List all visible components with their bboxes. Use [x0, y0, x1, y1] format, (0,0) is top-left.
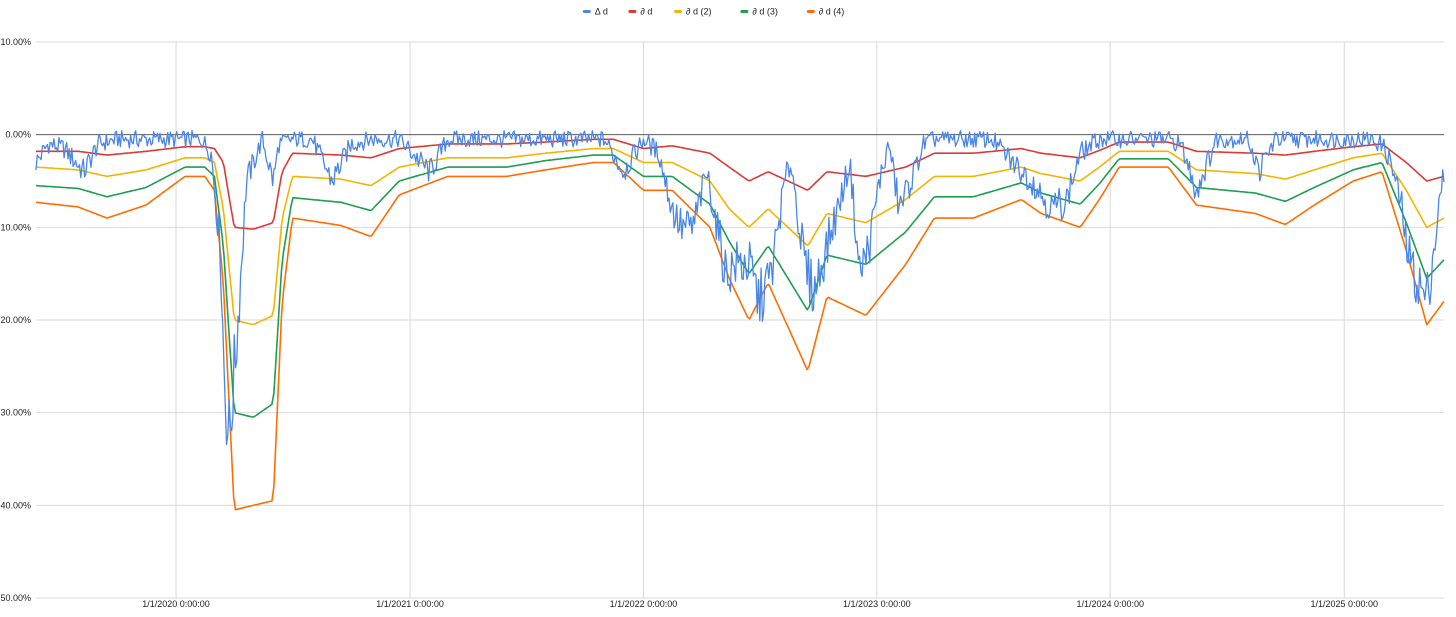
legend-item: ∂ d (3): [740, 7, 778, 17]
series-line-4: [35, 161, 1445, 511]
legend-label: ∂ d (4): [819, 7, 844, 17]
y-tick-label: -20.00%: [0, 315, 31, 325]
legend-item: Δ d: [582, 7, 608, 17]
legend-item: ∂ d (2): [674, 7, 711, 17]
legend-item: ∂ d: [628, 7, 652, 17]
legend-swatch: [628, 10, 637, 13]
axes: 10.00% 0.00% -10.00% -20.00% -30.00% -40.00% -…: [0, 37, 1444, 609]
series-line-2: [35, 147, 1445, 326]
x-tick-label: 1/1/2025 0:00:00: [1310, 599, 1378, 609]
legend-label: ∂ d: [640, 7, 652, 17]
x-tick-label: 1/1/2022 0:00:00: [610, 599, 678, 609]
legend-item: ∂ d (4): [806, 7, 844, 17]
legend-label: Δ d: [595, 7, 608, 17]
x-tick-label: 1/1/2020 0:00:00: [142, 599, 210, 609]
x-tick-label: 1/1/2023 0:00:00: [843, 599, 911, 609]
y-tick-label: -50.00%: [0, 593, 31, 603]
legend-label: ∂ d (3): [752, 7, 777, 17]
legend-swatch: [740, 10, 749, 13]
y-tick-label: 10.00%: [0, 37, 31, 47]
legend: Δ d ∂ d ∂ d (2) ∂ d (3) ∂ d (4): [582, 7, 844, 17]
y-tick-label: -40.00%: [0, 500, 31, 510]
series-line-0: [35, 129, 1445, 446]
x-tick-label: 1/1/2021 0:00:00: [376, 599, 444, 609]
x-tick-label: 1/1/2024 0:00:00: [1076, 599, 1144, 609]
legend-swatch: [674, 10, 682, 13]
y-tick-label: -10.00%: [0, 222, 31, 232]
legend-swatch: [806, 10, 815, 13]
legend-label: ∂ d (2): [686, 7, 711, 17]
y-tick-label: -30.00%: [0, 408, 31, 418]
legend-swatch: [582, 10, 591, 13]
series-lines: [35, 129, 1445, 511]
y-tick-label: 0.00%: [5, 130, 31, 140]
